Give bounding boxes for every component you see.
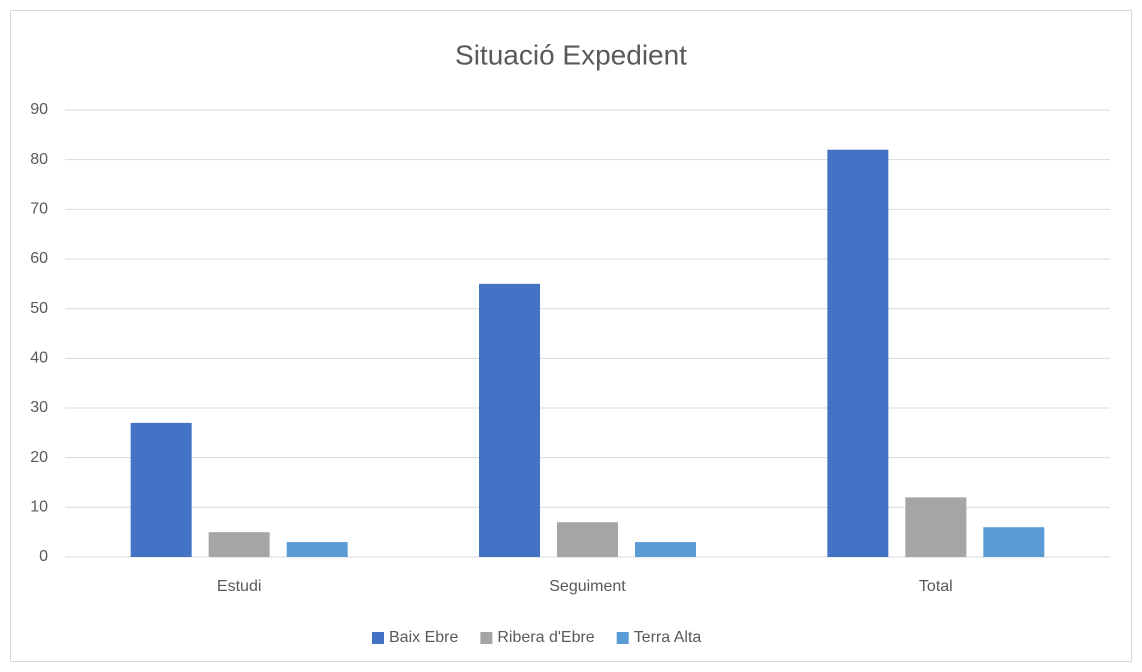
x-tick-label: Estudi — [217, 578, 261, 595]
bar — [286, 542, 348, 557]
y-tick-label: 60 — [30, 250, 48, 267]
bar — [479, 283, 540, 557]
bar — [208, 532, 270, 557]
chart-border — [10, 10, 1132, 662]
y-tick-label: 50 — [30, 300, 48, 317]
chart-title: Situació Expedient — [455, 39, 687, 70]
y-tick-label: 30 — [30, 399, 48, 416]
bar — [130, 422, 192, 557]
x-tick-label: Total — [919, 578, 953, 595]
y-tick-label: 20 — [30, 449, 48, 466]
y-tick-label: 90 — [30, 101, 48, 118]
bar — [905, 497, 967, 557]
y-tick-label: 0 — [39, 548, 48, 565]
bar — [635, 542, 696, 557]
bar — [827, 149, 889, 557]
y-tick-label: 10 — [30, 499, 48, 516]
legend-label: Ribera d'Ebre — [497, 629, 594, 646]
legend-swatch — [372, 632, 384, 644]
bar — [557, 522, 618, 557]
y-tick-label: 80 — [30, 151, 48, 168]
y-tick-label: 70 — [30, 201, 48, 218]
legend-label: Baix Ebre — [389, 629, 458, 646]
legend-swatch — [616, 632, 629, 644]
y-tick-label: 40 — [30, 350, 48, 367]
legend-label: Terra Alta — [634, 629, 702, 646]
legend-swatch — [480, 632, 493, 644]
x-tick-label: Seguiment — [549, 578, 626, 595]
bar — [983, 527, 1045, 557]
